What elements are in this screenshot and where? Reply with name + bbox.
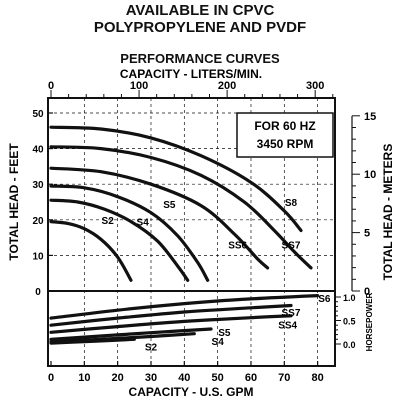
head-curve-s8 <box>49 125 303 233</box>
annotation-box <box>236 112 334 158</box>
x2-tick-label: 0 <box>48 80 54 92</box>
hp-axis-title: HORSEPOWER <box>365 292 374 351</box>
head-curve-ss6 <box>49 166 270 270</box>
head-curve-s2 <box>49 220 133 282</box>
head-curve-s5 <box>49 184 210 282</box>
head-label-ss7: SS7 <box>282 241 301 252</box>
head-label-s5: S5 <box>163 200 176 211</box>
y2-tick-label: 5 <box>364 228 370 240</box>
x2-axis-title: CAPACITY - LITERS/MIN. <box>120 67 262 81</box>
x2-tick-label: 200 <box>218 80 236 92</box>
head-label-s2: S2 <box>102 216 115 227</box>
x-tick-label: 80 <box>312 372 324 384</box>
hp-label-s2: S2 <box>145 342 158 353</box>
x-tick-label: 0 <box>48 372 54 384</box>
y-axis-title: TOTAL HEAD - FEET <box>7 143 21 261</box>
y-tick-label: 40 <box>32 145 44 156</box>
hp-tick-label: 0.5 <box>343 317 356 327</box>
hp-label-ss7: SS7 <box>282 308 301 319</box>
head-label-s4: S4 <box>137 218 150 229</box>
y2-axis-title: TOTAL HEAD - METERS <box>381 144 395 281</box>
y-tick-label: 0 <box>35 287 41 298</box>
hp-label-ss4: SS4 <box>278 320 297 331</box>
hp-curve-s4 <box>49 332 196 344</box>
annotation-line-2: 3450 RPM <box>257 137 314 151</box>
y2-tick-label: 15 <box>364 111 376 123</box>
head-label-s8: S8 <box>285 198 298 209</box>
x-tick-label: 20 <box>112 372 124 384</box>
annotation-line-1: FOR 60 HZ <box>254 119 315 133</box>
y-tick-label: 10 <box>32 251 44 262</box>
y2-tick-label: 10 <box>364 169 376 181</box>
x-axis-title: CAPACITY - U.S. GPM <box>129 385 254 399</box>
x-tick-label: 40 <box>178 372 190 384</box>
y-tick-label: 30 <box>32 180 44 191</box>
hp-tick-label: 0.0 <box>343 340 356 350</box>
x-tick-label: 60 <box>245 372 257 384</box>
head-label-ss6: SS6 <box>228 241 247 252</box>
x-tick-label: 10 <box>78 372 90 384</box>
head-curve-s4 <box>49 198 190 282</box>
materials-heading: POLYPROPYLENE AND PVDF <box>93 19 307 36</box>
x-tick-label: 70 <box>278 372 290 384</box>
hp-curve-ss4 <box>49 314 293 334</box>
x-tick-label: 30 <box>145 372 157 384</box>
y-tick-label: 50 <box>32 109 44 120</box>
hp-curve-s6 <box>49 294 320 320</box>
hp-label-s4: S4 <box>212 337 225 348</box>
hp-tick-label: 1.0 <box>343 293 356 303</box>
hp-label-s5: S5 <box>218 328 231 339</box>
head-curve-ss7 <box>49 145 313 270</box>
x-tick-label: 50 <box>212 372 224 384</box>
hp-curve-s5 <box>49 327 213 341</box>
x2-tick-label: 300 <box>306 80 324 92</box>
availability-heading: AVAILABLE IN CPVC <box>125 2 275 19</box>
chart-title: PERFORMANCE CURVES <box>120 51 280 66</box>
y2-tick-label: 0 <box>364 286 370 298</box>
hp-curve-ss7 <box>49 303 293 327</box>
y-tick-label: 20 <box>32 216 44 227</box>
x2-tick-label: 100 <box>130 80 148 92</box>
hp-label-s6: S6 <box>318 294 331 305</box>
